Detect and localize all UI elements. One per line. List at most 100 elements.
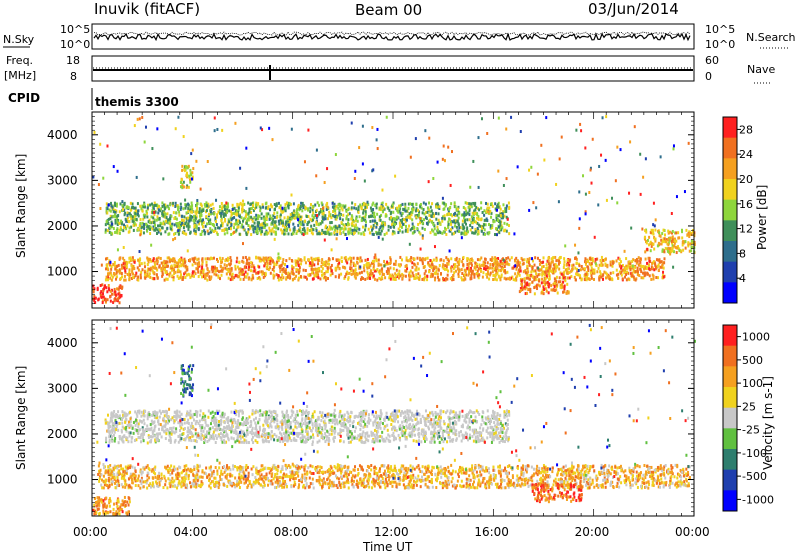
data-cell [526, 264, 529, 268]
data-cell [173, 223, 176, 227]
data-cell [177, 268, 180, 272]
data-cell [505, 177, 508, 181]
data-cell [362, 211, 365, 215]
data-cell [171, 274, 174, 278]
data-cell [273, 225, 276, 229]
data-cell [598, 263, 601, 267]
data-cell [505, 127, 508, 131]
data-cell [256, 226, 259, 230]
data-cell [348, 271, 351, 275]
data-cell [380, 275, 383, 279]
data-cell [296, 216, 299, 220]
data-cell [227, 218, 230, 222]
data-cell [418, 230, 421, 234]
data-cell [284, 269, 287, 273]
data-cell [239, 267, 242, 271]
data-cell [157, 230, 160, 234]
data-cell [209, 468, 212, 472]
data-cell [298, 219, 301, 223]
data-cell [338, 261, 341, 265]
data-cell [366, 205, 369, 209]
data-cell [693, 242, 696, 246]
data-cell [466, 228, 469, 232]
data-cell [432, 176, 435, 180]
data-cell [389, 212, 392, 216]
data-cell [593, 235, 596, 239]
data-cell [386, 271, 389, 275]
data-cell [97, 183, 100, 187]
data-cell [443, 214, 446, 218]
data-cell [361, 225, 364, 229]
data-cell [162, 222, 165, 226]
data-cell [624, 266, 627, 270]
data-cell [260, 216, 263, 220]
data-cell [489, 271, 492, 275]
data-cell [300, 262, 303, 266]
data-cell [224, 219, 227, 223]
data-cell [525, 271, 528, 275]
data-cell [110, 224, 113, 228]
data-cell [485, 264, 488, 268]
data-cell [609, 263, 612, 267]
data-cell [245, 186, 248, 190]
data-cell [216, 226, 219, 230]
data-cell [154, 203, 157, 207]
data-cell [456, 267, 459, 271]
data-cell [539, 268, 542, 272]
data-cell [213, 129, 216, 133]
data-cell [382, 225, 385, 229]
data-cell [153, 213, 156, 217]
data-cell [178, 213, 181, 217]
data-cell [397, 210, 400, 214]
data-cell [371, 211, 374, 215]
data-cell [559, 271, 562, 275]
data-cell [499, 220, 502, 224]
data-cell [165, 216, 168, 220]
data-cell [148, 226, 151, 230]
data-cell [301, 209, 304, 213]
data-cell [181, 184, 184, 188]
data-cell [183, 257, 186, 261]
data-cell [266, 264, 269, 268]
data-cell [260, 212, 263, 216]
data-cell [199, 187, 202, 191]
data-cell [334, 212, 337, 216]
data-cell [362, 208, 365, 212]
data-cell [121, 275, 124, 279]
data-cell [431, 274, 434, 278]
data-cell [502, 269, 505, 273]
data-cell [151, 211, 154, 215]
data-cell [238, 232, 241, 236]
data-cell [392, 210, 395, 214]
data-cell [517, 260, 520, 264]
data-cell [593, 469, 596, 473]
data-cell [596, 270, 599, 274]
data-cell [140, 207, 143, 211]
data-cell [353, 206, 356, 210]
data-cell [224, 213, 227, 217]
data-cell [162, 177, 165, 181]
data-cell [180, 178, 183, 182]
data-cell [639, 257, 642, 261]
data-cell [179, 202, 182, 206]
data-cell [470, 205, 473, 209]
data-cell [470, 202, 473, 206]
data-cell [417, 215, 420, 219]
data-cell [181, 277, 184, 281]
data-cell [196, 258, 199, 262]
data-cell [133, 260, 136, 264]
data-cell [190, 173, 193, 177]
data-cell [497, 214, 500, 218]
data-cell [141, 115, 144, 119]
data-cell [175, 261, 178, 265]
data-cell [566, 480, 569, 484]
data-cell [123, 264, 126, 268]
data-cell [687, 244, 690, 248]
data-cell [383, 221, 386, 225]
data-cell [269, 257, 272, 261]
data-cell [630, 264, 633, 268]
data-cell [584, 210, 587, 214]
data-cell [304, 275, 307, 279]
data-cell [236, 265, 239, 269]
data-cell [338, 224, 341, 228]
